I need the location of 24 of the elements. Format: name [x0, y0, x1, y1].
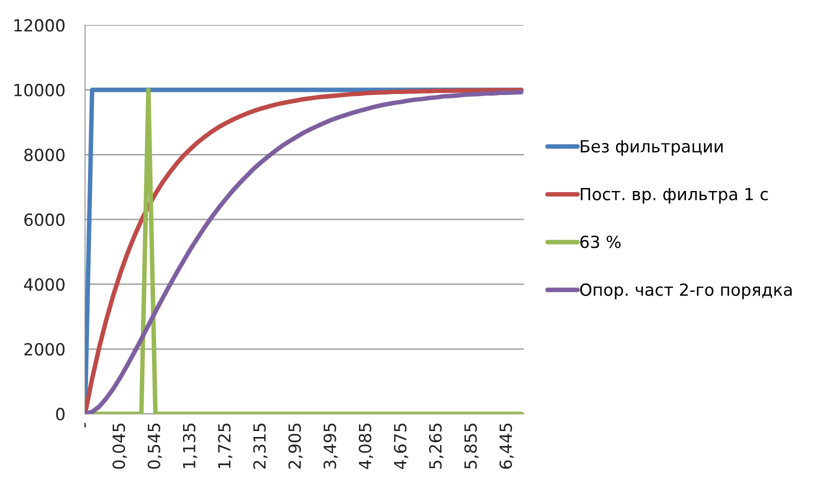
legend-label: Опор. част 2-го порядка [580, 283, 792, 300]
y-tick-label: 0 [56, 408, 65, 420]
x-tick-label: 2,905 [288, 424, 303, 469]
y-tick-label: 6000 [24, 213, 65, 226]
y-tick-label: 8000 [24, 148, 65, 162]
x-tick-label: 5,265 [429, 424, 444, 469]
x-tick-label: 1,135 [182, 424, 198, 468]
x-tick-label: - [84, 422, 86, 428]
x-tick-label: 4,085 [358, 424, 374, 470]
legend-label: Без фильтрации [580, 140, 723, 156]
y-tick-label: 12000 [14, 19, 65, 32]
legend-label: 63 % [580, 236, 621, 248]
x-tick-label: 1,725 [218, 424, 232, 468]
y-tick-label: 4000 [24, 278, 65, 291]
x-tick-label: 6,445 [499, 424, 514, 469]
y-tick-label: 10000 [14, 84, 65, 96]
x-tick-label: 5,855 [464, 424, 479, 469]
legend-label: Пост. вр. фильтра 1 с [580, 188, 768, 204]
x-tick-label: 4,675 [394, 424, 408, 470]
y-tick-label: 2000 [24, 342, 65, 356]
x-tick-label: 3,495 [324, 424, 338, 469]
x-tick-label: 0,545 [148, 424, 162, 469]
x-tick-label: 0,045 [112, 424, 127, 469]
x-tick-label: 2,315 [253, 424, 268, 469]
